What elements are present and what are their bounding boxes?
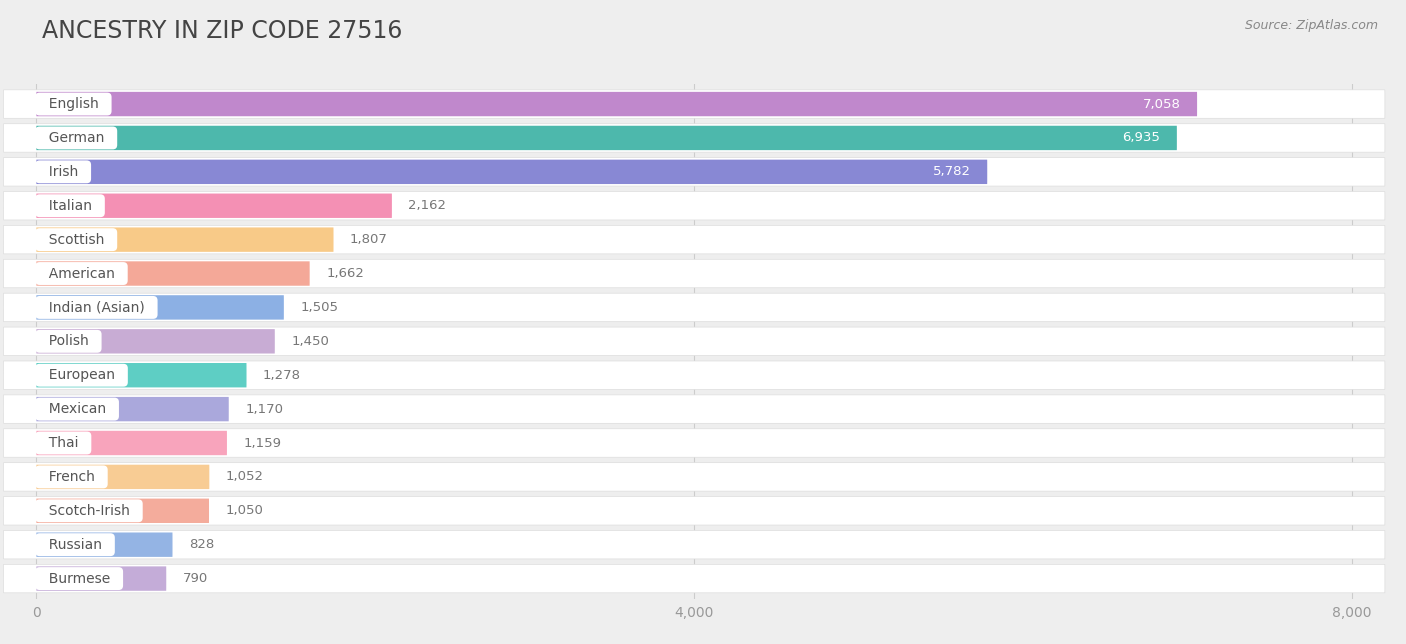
FancyBboxPatch shape bbox=[3, 327, 1385, 355]
FancyBboxPatch shape bbox=[3, 531, 1385, 559]
Text: 5,782: 5,782 bbox=[932, 166, 970, 178]
Text: ANCESTRY IN ZIP CODE 27516: ANCESTRY IN ZIP CODE 27516 bbox=[42, 19, 402, 43]
Text: Irish: Irish bbox=[39, 165, 87, 179]
FancyBboxPatch shape bbox=[37, 329, 274, 354]
Text: Source: ZipAtlas.com: Source: ZipAtlas.com bbox=[1244, 19, 1378, 32]
Text: 1,050: 1,050 bbox=[225, 504, 263, 517]
FancyBboxPatch shape bbox=[37, 227, 333, 252]
Text: 790: 790 bbox=[183, 572, 208, 585]
Text: 2,162: 2,162 bbox=[408, 199, 446, 213]
Text: 1,662: 1,662 bbox=[326, 267, 364, 280]
Text: 7,058: 7,058 bbox=[1143, 97, 1181, 111]
Text: 1,052: 1,052 bbox=[226, 470, 264, 484]
FancyBboxPatch shape bbox=[3, 462, 1385, 491]
FancyBboxPatch shape bbox=[37, 126, 1177, 150]
FancyBboxPatch shape bbox=[3, 293, 1385, 321]
FancyBboxPatch shape bbox=[37, 397, 229, 421]
Text: English: English bbox=[39, 97, 107, 111]
Text: Indian (Asian): Indian (Asian) bbox=[39, 300, 153, 314]
FancyBboxPatch shape bbox=[37, 363, 246, 388]
Text: American: American bbox=[39, 267, 124, 281]
FancyBboxPatch shape bbox=[37, 92, 1197, 117]
Text: French: French bbox=[39, 470, 103, 484]
FancyBboxPatch shape bbox=[3, 361, 1385, 390]
Text: 1,159: 1,159 bbox=[243, 437, 281, 450]
FancyBboxPatch shape bbox=[3, 260, 1385, 288]
FancyBboxPatch shape bbox=[3, 90, 1385, 118]
Text: 1,170: 1,170 bbox=[245, 402, 283, 415]
Text: Burmese: Burmese bbox=[39, 572, 118, 585]
FancyBboxPatch shape bbox=[3, 191, 1385, 220]
Text: 1,807: 1,807 bbox=[350, 233, 388, 246]
FancyBboxPatch shape bbox=[3, 225, 1385, 254]
FancyBboxPatch shape bbox=[37, 533, 173, 557]
Text: German: German bbox=[39, 131, 112, 145]
Text: Scottish: Scottish bbox=[39, 232, 112, 247]
Text: European: European bbox=[39, 368, 124, 383]
FancyBboxPatch shape bbox=[37, 566, 166, 591]
FancyBboxPatch shape bbox=[37, 194, 392, 218]
Text: Scotch-Irish: Scotch-Irish bbox=[39, 504, 138, 518]
Text: Polish: Polish bbox=[39, 334, 97, 348]
Text: 1,505: 1,505 bbox=[301, 301, 339, 314]
FancyBboxPatch shape bbox=[37, 431, 226, 455]
FancyBboxPatch shape bbox=[37, 160, 987, 184]
FancyBboxPatch shape bbox=[3, 395, 1385, 423]
Text: 1,278: 1,278 bbox=[263, 369, 301, 382]
Text: Mexican: Mexican bbox=[39, 402, 114, 416]
FancyBboxPatch shape bbox=[37, 498, 209, 523]
FancyBboxPatch shape bbox=[37, 295, 284, 319]
FancyBboxPatch shape bbox=[37, 261, 309, 286]
FancyBboxPatch shape bbox=[3, 124, 1385, 152]
FancyBboxPatch shape bbox=[37, 465, 209, 489]
Text: 828: 828 bbox=[188, 538, 214, 551]
FancyBboxPatch shape bbox=[3, 429, 1385, 457]
Text: Russian: Russian bbox=[39, 538, 111, 552]
Text: Italian: Italian bbox=[39, 199, 100, 213]
FancyBboxPatch shape bbox=[3, 564, 1385, 593]
Text: Thai: Thai bbox=[39, 436, 87, 450]
FancyBboxPatch shape bbox=[3, 497, 1385, 525]
FancyBboxPatch shape bbox=[3, 158, 1385, 186]
Text: 1,450: 1,450 bbox=[291, 335, 329, 348]
Text: 6,935: 6,935 bbox=[1122, 131, 1160, 144]
